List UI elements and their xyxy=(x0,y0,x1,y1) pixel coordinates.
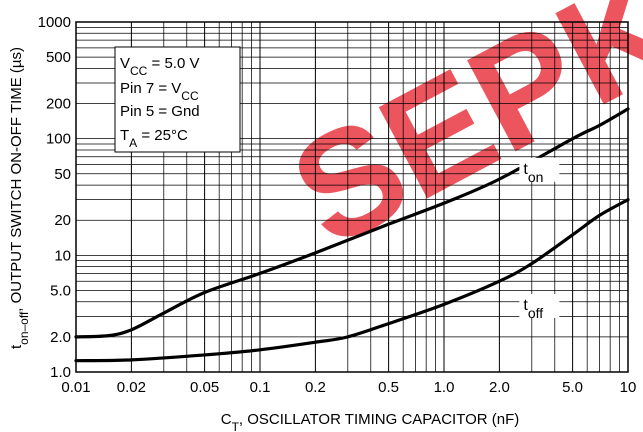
x-tick-label: 10 xyxy=(620,379,637,396)
x-tick-label: 5.0 xyxy=(562,379,583,396)
y-tick-label: 1.0 xyxy=(50,364,71,381)
plot-frame xyxy=(75,21,629,373)
y-tick-label: 5.0 xyxy=(50,282,71,299)
x-axis-title: CT, OSCILLATOR TIMING CAPACITOR (nF) xyxy=(221,411,520,432)
series-label-text: toff xyxy=(523,297,543,321)
y-tick-label: 10 xyxy=(54,247,71,264)
series-toff-line xyxy=(74,198,630,363)
x-tick-label: 0.5 xyxy=(378,379,399,396)
y-tick-label: 2.0 xyxy=(50,329,71,346)
tick-labels: 0.01 0.02 0.05 0.1 0.2 0.5 1.0 2.0 5.0 10 1.0 2.0 5.… xyxy=(38,14,637,396)
x-tick-label: 0.02 xyxy=(117,379,146,396)
y-tick-label: 20 xyxy=(54,212,71,229)
x-tick-label: 0.1 xyxy=(250,379,271,396)
conditions-box: VCC = 5.0 V Pin 7 = VCC Pin 5 = Gnd TA =… xyxy=(114,46,241,153)
condition-ta: TA = 25°C xyxy=(120,127,188,150)
condition-vcc: VCC = 5.0 V xyxy=(120,55,199,78)
series-layer xyxy=(74,107,630,363)
y-tick-label: 200 xyxy=(46,96,71,113)
y-axis-title: ton–off, OUTPUT SWITCH ON-OFF TIME (µs) xyxy=(8,47,31,349)
x-tick-label: 1.0 xyxy=(434,379,455,396)
condition-pin7: Pin 7 = VCC xyxy=(120,80,199,103)
x-tick-label: 0.05 xyxy=(190,379,219,396)
y-tick-label: 50 xyxy=(54,166,71,183)
series-label-bg xyxy=(519,293,560,318)
plot-border xyxy=(75,21,629,373)
series-label-text: ton xyxy=(523,161,543,185)
condition-pin5: Pin 5 = Gnd xyxy=(120,103,200,120)
conditions-box-bg xyxy=(114,46,241,153)
x-tick-label: 0.2 xyxy=(305,379,326,396)
label-layer: ton toff xyxy=(519,157,560,321)
watermark-text: SEPK xyxy=(266,0,643,278)
series-toff-label: toff xyxy=(519,293,560,321)
watermark: SEPK xyxy=(266,0,643,278)
y-tick-label: 500 xyxy=(46,49,71,66)
x-tick-label: 2.0 xyxy=(489,379,510,396)
x-tick-label: 0.01 xyxy=(61,379,90,396)
y-tick-label: 1000 xyxy=(38,14,71,31)
series-ton-line xyxy=(74,107,630,339)
y-tick-label: 100 xyxy=(46,131,71,148)
series-label-bg xyxy=(519,157,560,182)
series-ton-label: ton xyxy=(519,157,560,185)
